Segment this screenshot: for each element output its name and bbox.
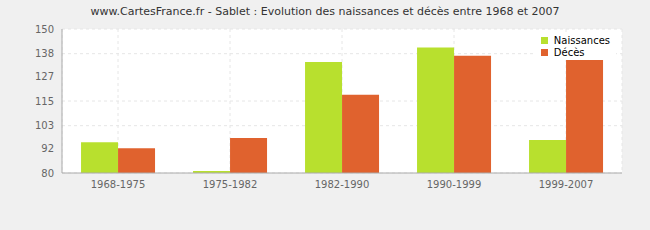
svg-text:1990-1999: 1990-1999 xyxy=(427,179,482,190)
html-text:Naissances: Naissances xyxy=(553,34,610,46)
svg-text:80: 80 xyxy=(41,168,54,179)
svg-text:127: 127 xyxy=(35,71,54,82)
svg-text:1975-1982: 1975-1982 xyxy=(203,179,258,190)
svg-text:138: 138 xyxy=(35,48,54,59)
html-text:www.CartesFrance.fr - Sablet :: www.CartesFrance.fr - Sablet : Evolution… xyxy=(90,5,560,18)
html-text:Décès: Décès xyxy=(553,46,585,58)
svg-text:1968-1975: 1968-1975 xyxy=(91,179,146,190)
svg-text:1999-2007: 1999-2007 xyxy=(539,179,594,190)
svg-text:150: 150 xyxy=(35,24,54,35)
svg-text:92: 92 xyxy=(41,143,54,154)
svg-text:1982-1990: 1982-1990 xyxy=(315,179,370,190)
svg-text:103: 103 xyxy=(35,120,54,131)
svg-text:115: 115 xyxy=(35,96,54,107)
